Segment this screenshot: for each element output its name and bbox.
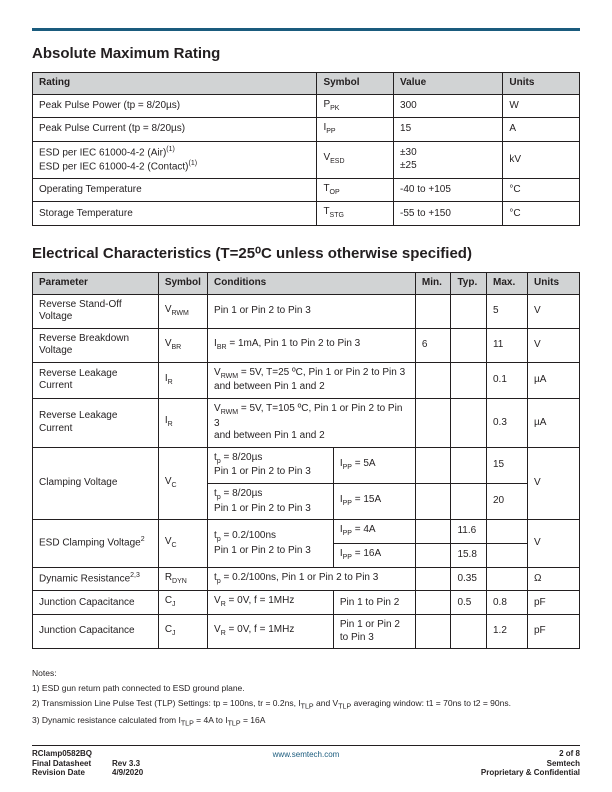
section1-title: Absolute Maximum Rating bbox=[32, 45, 580, 62]
elec-char-table: Parameter Symbol Conditions Min. Typ. Ma… bbox=[32, 272, 580, 649]
section2-title: Electrical Characteristics (T=25⁰C unles… bbox=[32, 244, 580, 262]
rev: Rev 3.3 bbox=[112, 759, 140, 768]
table-header-row: Rating Symbol Value Units bbox=[33, 73, 580, 95]
table-row: Junction CapacitanceCJ VR = 0V, f = 1MHz… bbox=[33, 615, 580, 649]
table-row: Clamping VoltageVC tp = 8/20µsPin 1 or P… bbox=[33, 447, 580, 483]
revdate: 4/9/2020 bbox=[112, 768, 143, 777]
col-symbol: Symbol bbox=[158, 273, 207, 295]
notes-heading: Notes: bbox=[32, 667, 580, 680]
table-row: Reverse Stand-Off VoltageVRWM Pin 1 or P… bbox=[33, 294, 580, 328]
company: Semtech bbox=[481, 759, 580, 769]
table-row: Operating TemperatureTOP-40 to +105°C bbox=[33, 178, 580, 202]
table-header-row: Parameter Symbol Conditions Min. Typ. Ma… bbox=[33, 273, 580, 295]
col-typ: Typ. bbox=[451, 273, 487, 295]
col-max: Max. bbox=[486, 273, 527, 295]
table-row: Peak Pulse Power (tp = 8/20µs)PPK300W bbox=[33, 94, 580, 118]
table-row: Reverse Leakage CurrentIR VRWM = 5V, T=2… bbox=[33, 362, 580, 398]
product-name: RClamp0582BQ bbox=[32, 749, 143, 759]
table-row: Peak Pulse Current (tp = 8/20µs)IPP15A bbox=[33, 118, 580, 142]
classification: Proprietary & Confidential bbox=[481, 768, 580, 778]
col-parameter: Parameter bbox=[33, 273, 159, 295]
col-units: Units bbox=[528, 273, 580, 295]
footer-left: RClamp0582BQ Final DatasheetRev 3.3 Revi… bbox=[32, 749, 143, 778]
col-units: Units bbox=[503, 73, 580, 95]
col-conditions: Conditions bbox=[208, 273, 416, 295]
table-row: Junction CapacitanceCJ VR = 0V, f = 1MHz… bbox=[33, 591, 580, 615]
table-row: Storage TemperatureTSTG-55 to +150°C bbox=[33, 202, 580, 226]
top-rule bbox=[32, 28, 580, 31]
table-row: Reverse Breakdown VoltageVBR IBR = 1mA, … bbox=[33, 328, 580, 362]
note-item: 2) Transmission Line Pulse Test (TLP) Se… bbox=[32, 697, 580, 712]
revdate-label: Revision Date bbox=[32, 768, 112, 778]
table-row: Dynamic Resistance2,3RDYN tp = 0.2/100ns… bbox=[33, 567, 580, 591]
table-row: ESD Clamping Voltage2VC tp = 0.2/100nsPi… bbox=[33, 520, 580, 544]
table-row: ESD per IEC 61000-4-2 (Air)(1)ESD per IE… bbox=[33, 142, 580, 179]
ds-label: Final Datasheet bbox=[32, 759, 112, 769]
notes-block: Notes: 1) ESD gun return path connected … bbox=[32, 667, 580, 729]
table-row: Reverse Leakage CurrentIR VRWM = 5V, T=1… bbox=[33, 398, 580, 447]
col-min: Min. bbox=[415, 273, 451, 295]
page-num: 2 of 8 bbox=[481, 749, 580, 759]
footer-right: 2 of 8 Semtech Proprietary & Confidentia… bbox=[481, 749, 580, 778]
abs-max-table: Rating Symbol Value Units Peak Pulse Pow… bbox=[32, 72, 580, 226]
footer-rule bbox=[32, 745, 580, 746]
note-item: 1) ESD gun return path connected to ESD … bbox=[32, 682, 580, 695]
col-rating: Rating bbox=[33, 73, 317, 95]
col-symbol: Symbol bbox=[317, 73, 394, 95]
col-value: Value bbox=[394, 73, 503, 95]
note-item: 3) Dynamic resistance calculated from IT… bbox=[32, 714, 580, 729]
